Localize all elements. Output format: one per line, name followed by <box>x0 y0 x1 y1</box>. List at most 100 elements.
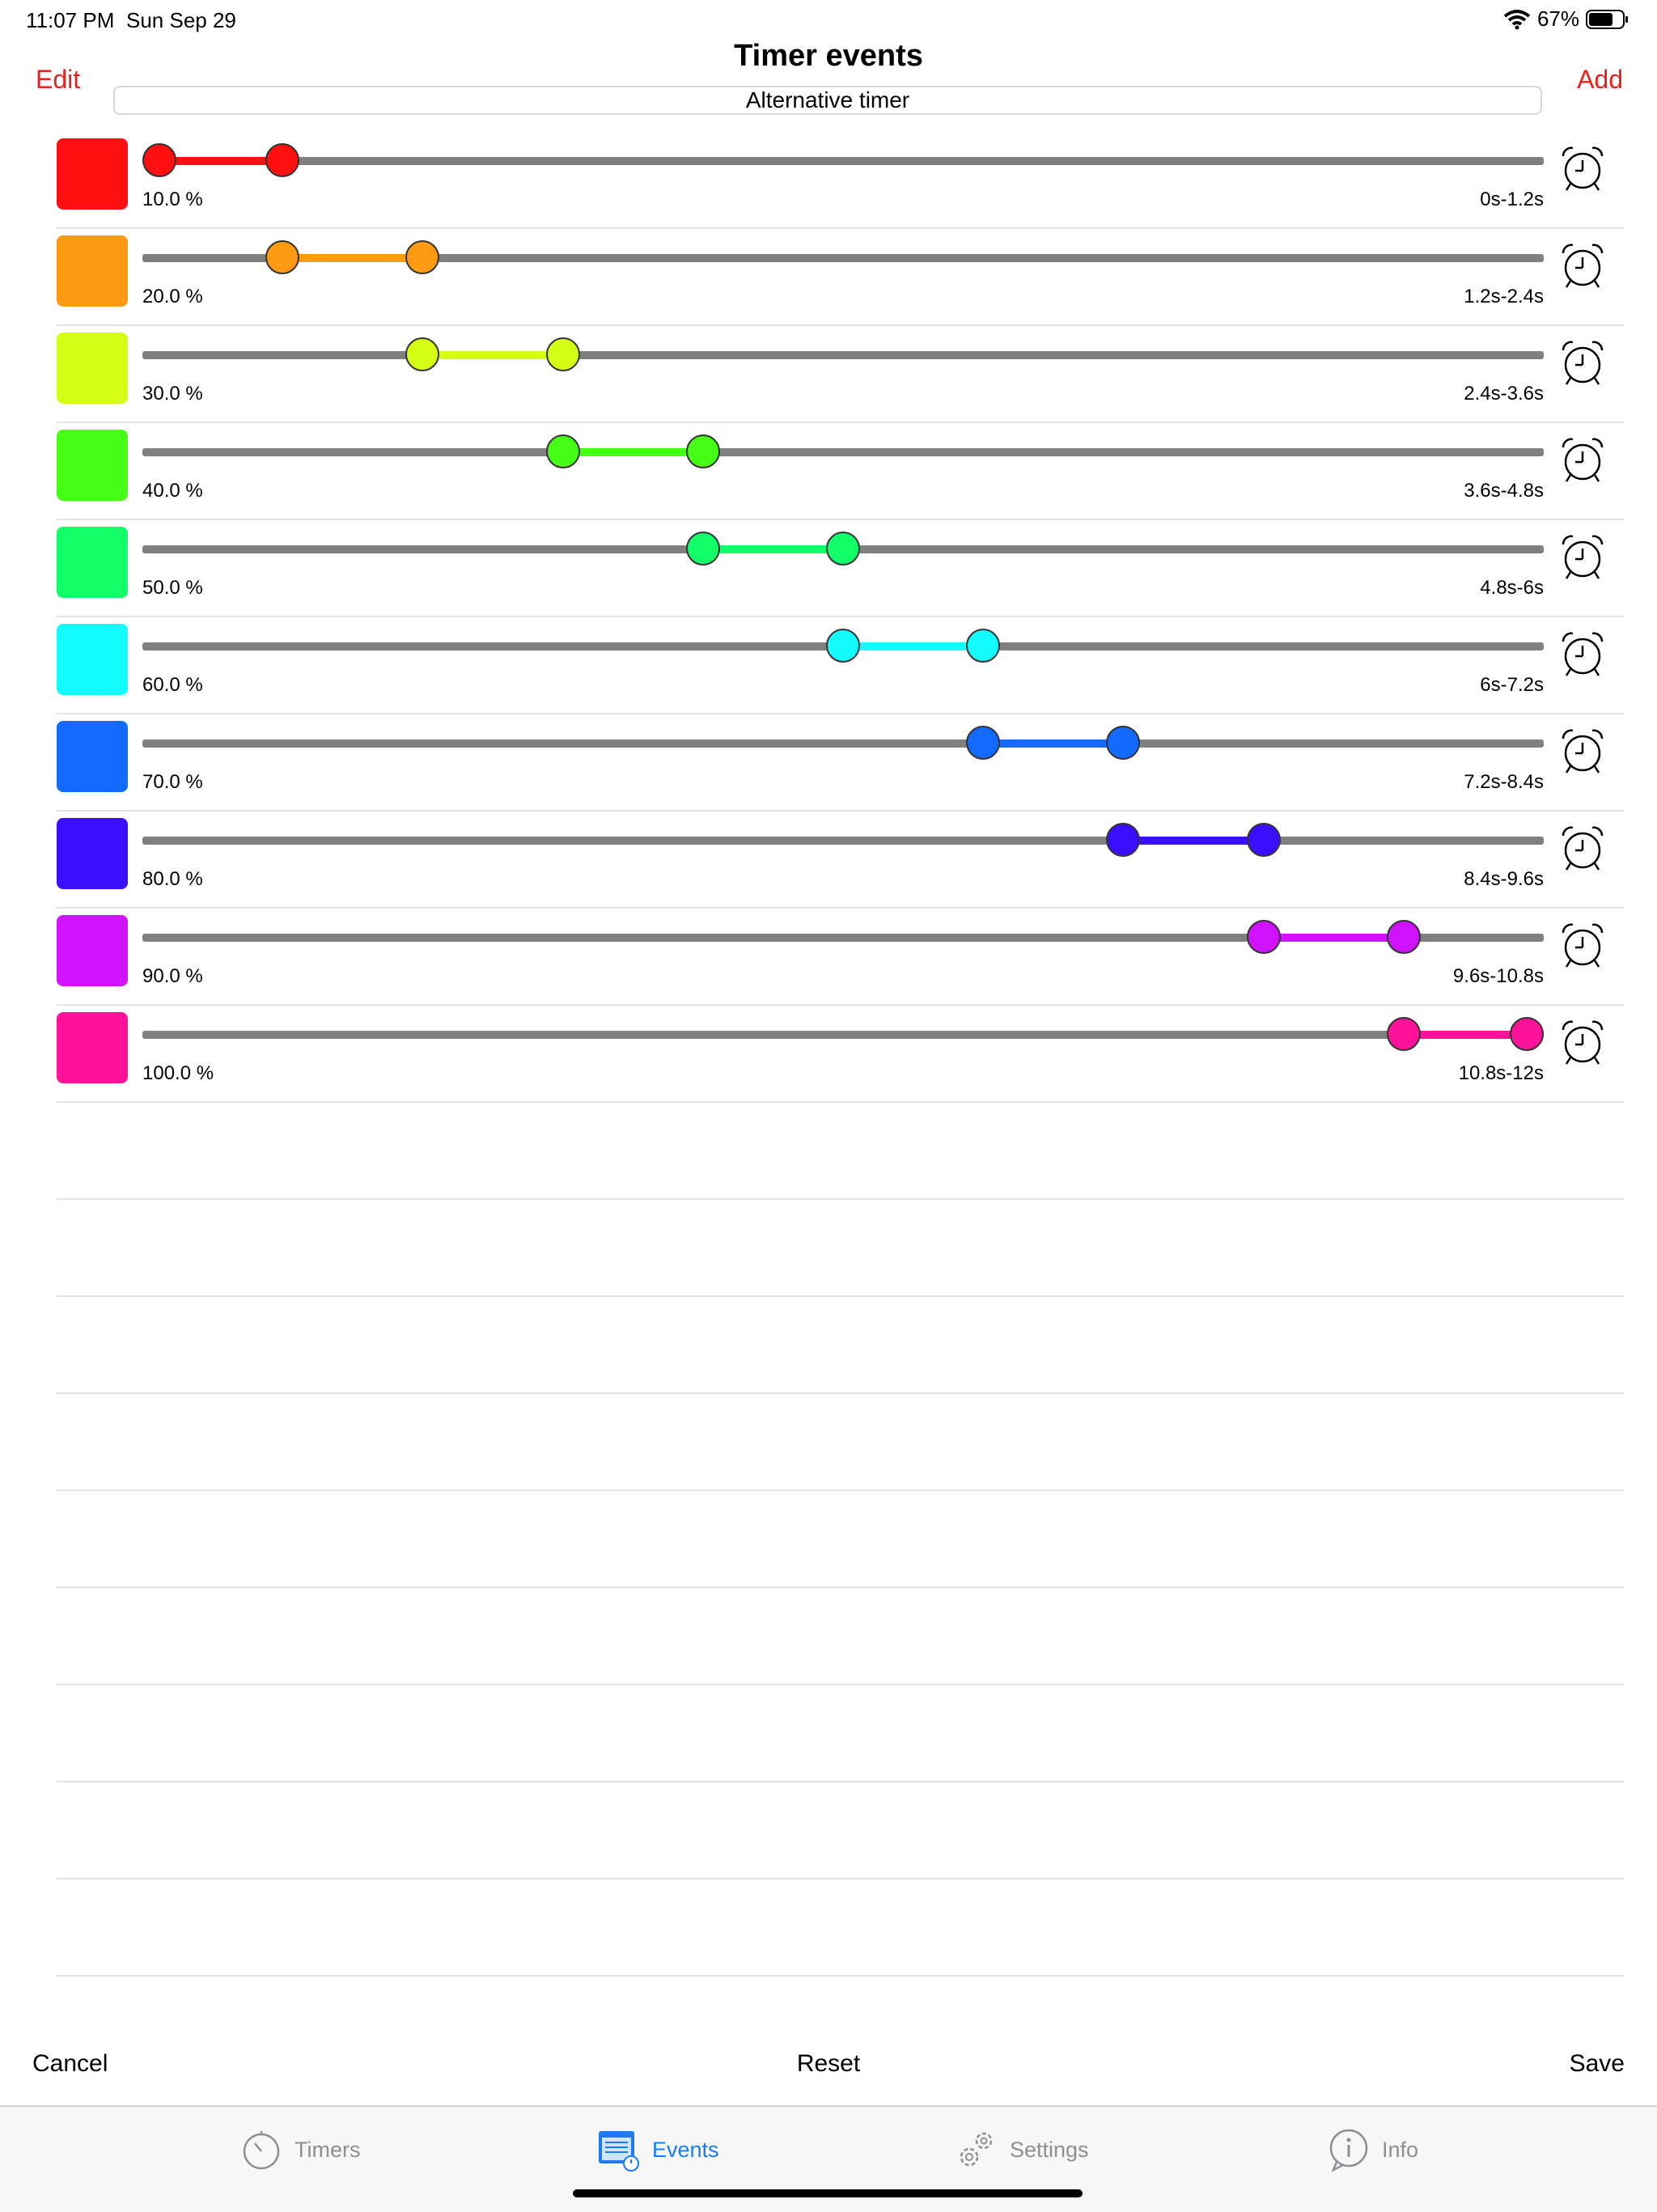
color-swatch[interactable] <box>57 527 128 598</box>
color-swatch[interactable] <box>57 333 128 404</box>
range-slider-track[interactable] <box>142 351 1544 359</box>
event-time-range: 1.2s-2.4s <box>1464 286 1544 307</box>
range-slider-fill <box>843 642 984 650</box>
range-slider-fill <box>1403 1031 1527 1039</box>
event-time-range: 8.4s-9.6s <box>1464 868 1544 890</box>
range-start-handle[interactable] <box>1106 823 1141 857</box>
event-row[interactable]: 60.0 % 6s-7.2s <box>57 617 1625 714</box>
event-row[interactable]: 50.0 % 4.8s-6s <box>57 520 1625 617</box>
empty-row <box>57 1879 1625 1977</box>
timer-name-field[interactable]: Alternative timer <box>113 86 1542 115</box>
event-row[interactable]: 70.0 % 7.2s-8.4s <box>57 714 1625 811</box>
range-end-handle[interactable] <box>1246 823 1281 857</box>
alarm-clock-icon[interactable] <box>1558 240 1607 290</box>
empty-row <box>57 1297 1625 1394</box>
range-start-handle[interactable] <box>1386 1017 1421 1051</box>
event-time-range: 0s-1.2s <box>1480 189 1544 210</box>
alarm-clock-icon[interactable] <box>1558 920 1607 970</box>
tab-timers[interactable]: Timers <box>239 2128 361 2172</box>
alarm-clock-icon[interactable] <box>1558 726 1607 776</box>
empty-row <box>57 1782 1625 1879</box>
empty-row <box>57 1103 1625 1200</box>
range-start-handle[interactable] <box>405 337 440 371</box>
save-button[interactable]: Save <box>1569 2050 1625 2077</box>
event-row[interactable]: 40.0 % 3.6s-4.8s <box>57 423 1625 520</box>
alarm-clock-icon[interactable] <box>1558 629 1607 679</box>
alarm-clock-icon[interactable] <box>1558 532 1607 582</box>
tab-settings[interactable]: Settings <box>955 2128 1089 2172</box>
color-swatch[interactable] <box>57 721 128 792</box>
color-swatch[interactable] <box>57 1012 128 1083</box>
range-slider-fill <box>702 545 843 553</box>
event-row[interactable]: 100.0 % 10.8s-12s <box>57 1006 1625 1103</box>
event-percent: 10.0 % <box>142 189 203 210</box>
event-row[interactable]: 90.0 % 9.6s-10.8s <box>57 909 1625 1006</box>
reset-button[interactable]: Reset <box>796 2050 861 2077</box>
status-time: 11:07 PM <box>26 8 115 32</box>
range-slider-track[interactable] <box>142 448 1544 456</box>
empty-row <box>57 1394 1625 1491</box>
color-swatch[interactable] <box>57 235 128 307</box>
range-start-handle[interactable] <box>142 143 176 177</box>
edit-button[interactable]: Edit <box>36 65 81 94</box>
alarm-clock-icon[interactable] <box>1558 823 1607 873</box>
event-row[interactable]: 30.0 % 2.4s-3.6s <box>57 326 1625 423</box>
range-end-handle[interactable] <box>265 143 300 177</box>
tab-events[interactable]: Events <box>597 2128 719 2172</box>
color-swatch[interactable] <box>57 818 128 889</box>
empty-row <box>57 1685 1625 1782</box>
range-end-handle[interactable] <box>1386 920 1421 954</box>
event-row[interactable]: 80.0 % 8.4s-9.6s <box>57 811 1625 909</box>
home-indicator <box>573 2189 1083 2197</box>
range-slider-track[interactable] <box>142 934 1544 942</box>
range-slider-track[interactable] <box>142 254 1544 262</box>
range-start-handle[interactable] <box>826 629 860 663</box>
range-start-handle[interactable] <box>685 532 720 566</box>
color-swatch[interactable] <box>57 624 128 695</box>
range-end-handle[interactable] <box>826 532 860 566</box>
gears-icon <box>960 2132 993 2167</box>
range-slider-track[interactable] <box>142 739 1544 748</box>
event-percent: 40.0 % <box>142 480 203 502</box>
range-slider-track[interactable] <box>142 837 1544 845</box>
battery-percent: 67% <box>1536 6 1579 31</box>
event-row[interactable]: 20.0 % 1.2s-2.4s <box>57 229 1625 326</box>
alarm-clock-icon[interactable] <box>1558 143 1607 193</box>
range-end-handle[interactable] <box>1510 1017 1544 1051</box>
page-title: Timer events <box>734 39 923 73</box>
range-end-handle[interactable] <box>405 240 440 274</box>
add-button[interactable]: Add <box>1577 65 1623 94</box>
event-row[interactable]: 10.0 % 0s-1.2s <box>57 132 1625 229</box>
color-swatch[interactable] <box>57 430 128 501</box>
alarm-clock-icon[interactable] <box>1558 337 1607 388</box>
event-percent: 50.0 % <box>142 577 203 599</box>
events-list-icon <box>599 2131 639 2172</box>
color-swatch[interactable] <box>57 915 128 986</box>
range-slider-track[interactable] <box>142 157 1544 165</box>
status-indicators: 67% <box>1503 6 1629 32</box>
range-slider-fill <box>422 351 563 359</box>
range-end-handle[interactable] <box>545 337 580 371</box>
empty-row <box>57 1588 1625 1685</box>
range-start-handle[interactable] <box>1246 920 1281 954</box>
event-time-range: 2.4s-3.6s <box>1464 383 1544 405</box>
event-time-range: 6s-7.2s <box>1480 674 1544 696</box>
cancel-button[interactable]: Cancel <box>32 2050 108 2077</box>
alarm-clock-icon[interactable] <box>1558 1017 1607 1067</box>
range-slider-track[interactable] <box>142 1031 1544 1039</box>
status-bar: 11:07 PM Sun Sep 29 67% <box>0 0 1657 39</box>
wifi-icon <box>1503 9 1531 29</box>
range-end-handle[interactable] <box>966 629 1001 663</box>
info-icon <box>1329 2129 1368 2172</box>
tab-label: Settings <box>1010 2137 1089 2162</box>
tab-info[interactable]: Info <box>1327 2128 1418 2172</box>
battery-icon <box>1586 9 1628 29</box>
range-start-handle[interactable] <box>265 240 300 274</box>
range-start-handle[interactable] <box>966 726 1001 760</box>
alarm-clock-icon[interactable] <box>1558 434 1607 485</box>
range-end-handle[interactable] <box>685 434 720 468</box>
color-swatch[interactable] <box>57 138 128 210</box>
range-end-handle[interactable] <box>1106 726 1141 760</box>
range-start-handle[interactable] <box>545 434 580 468</box>
status-date: Sun Sep 29 <box>126 8 236 32</box>
